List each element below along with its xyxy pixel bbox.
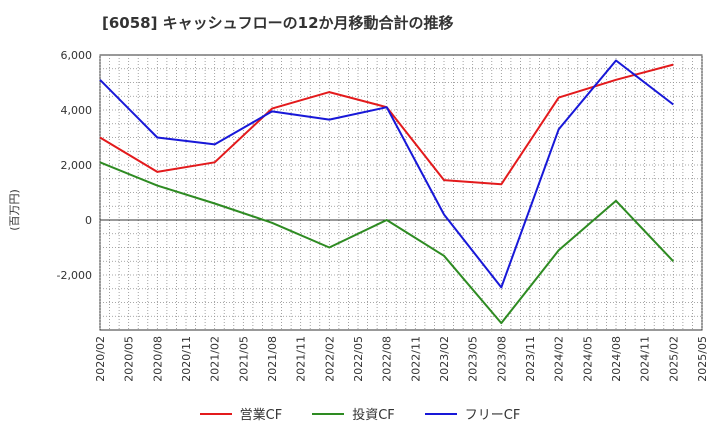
x-tick-label: 2021/11 bbox=[295, 336, 308, 382]
x-tick-label: 2022/05 bbox=[352, 336, 365, 382]
x-tick-label: 2022/02 bbox=[323, 336, 336, 382]
chart-title: [6058] キャッシュフローの12か月移動合計の推移 bbox=[102, 14, 454, 32]
x-tick-label: 2024/05 bbox=[581, 336, 594, 382]
x-tick-label: 2021/02 bbox=[209, 336, 222, 382]
legend-label: 投資CF bbox=[352, 408, 395, 423]
legend-swatch bbox=[199, 412, 232, 415]
x-tick-label: 2022/11 bbox=[409, 336, 422, 382]
x-tick-label: 2021/05 bbox=[237, 336, 250, 382]
x-tick-label: 2024/02 bbox=[553, 336, 566, 382]
series-line bbox=[99, 59, 674, 289]
x-tick-label: 2020/05 bbox=[123, 336, 136, 382]
y-tick-label: 4,000 bbox=[61, 104, 93, 117]
series-line bbox=[99, 161, 675, 325]
legend-swatch bbox=[312, 412, 345, 415]
x-tick-label: 2025/05 bbox=[696, 336, 709, 382]
legend-item: 営業CF bbox=[199, 404, 283, 423]
x-tick-label: 2021/08 bbox=[266, 336, 279, 382]
x-tick-label: 2020/11 bbox=[180, 336, 193, 382]
legend-swatch bbox=[424, 412, 457, 415]
x-tick-label: 2025/02 bbox=[667, 336, 680, 382]
x-tick-label: 2022/08 bbox=[381, 336, 394, 382]
x-tick-label: 2023/02 bbox=[438, 336, 451, 382]
y-tick-label: 0 bbox=[85, 214, 92, 227]
x-tick-label: 2020/08 bbox=[151, 336, 164, 382]
x-tick-label: 2024/11 bbox=[639, 336, 652, 382]
legend-label: 営業CF bbox=[239, 408, 283, 423]
y-tick-label: -2,000 bbox=[57, 269, 92, 282]
legend-item: 投資CF bbox=[312, 404, 395, 423]
legend-label: フリーCF bbox=[464, 408, 521, 423]
x-tick-label: 2023/05 bbox=[467, 336, 480, 382]
x-tick-label: 2023/08 bbox=[495, 336, 508, 382]
legend-item: フリーCF bbox=[424, 404, 521, 423]
x-tick-label: 2020/02 bbox=[94, 336, 107, 382]
y-tick-label: 6,000 bbox=[61, 49, 93, 62]
x-tick-label: 2024/08 bbox=[610, 336, 623, 382]
y-tick-label: 2,000 bbox=[61, 159, 93, 172]
x-tick-label: 2023/11 bbox=[524, 336, 537, 382]
legend: 営業CF 投資CF フリーCF bbox=[0, 404, 720, 423]
